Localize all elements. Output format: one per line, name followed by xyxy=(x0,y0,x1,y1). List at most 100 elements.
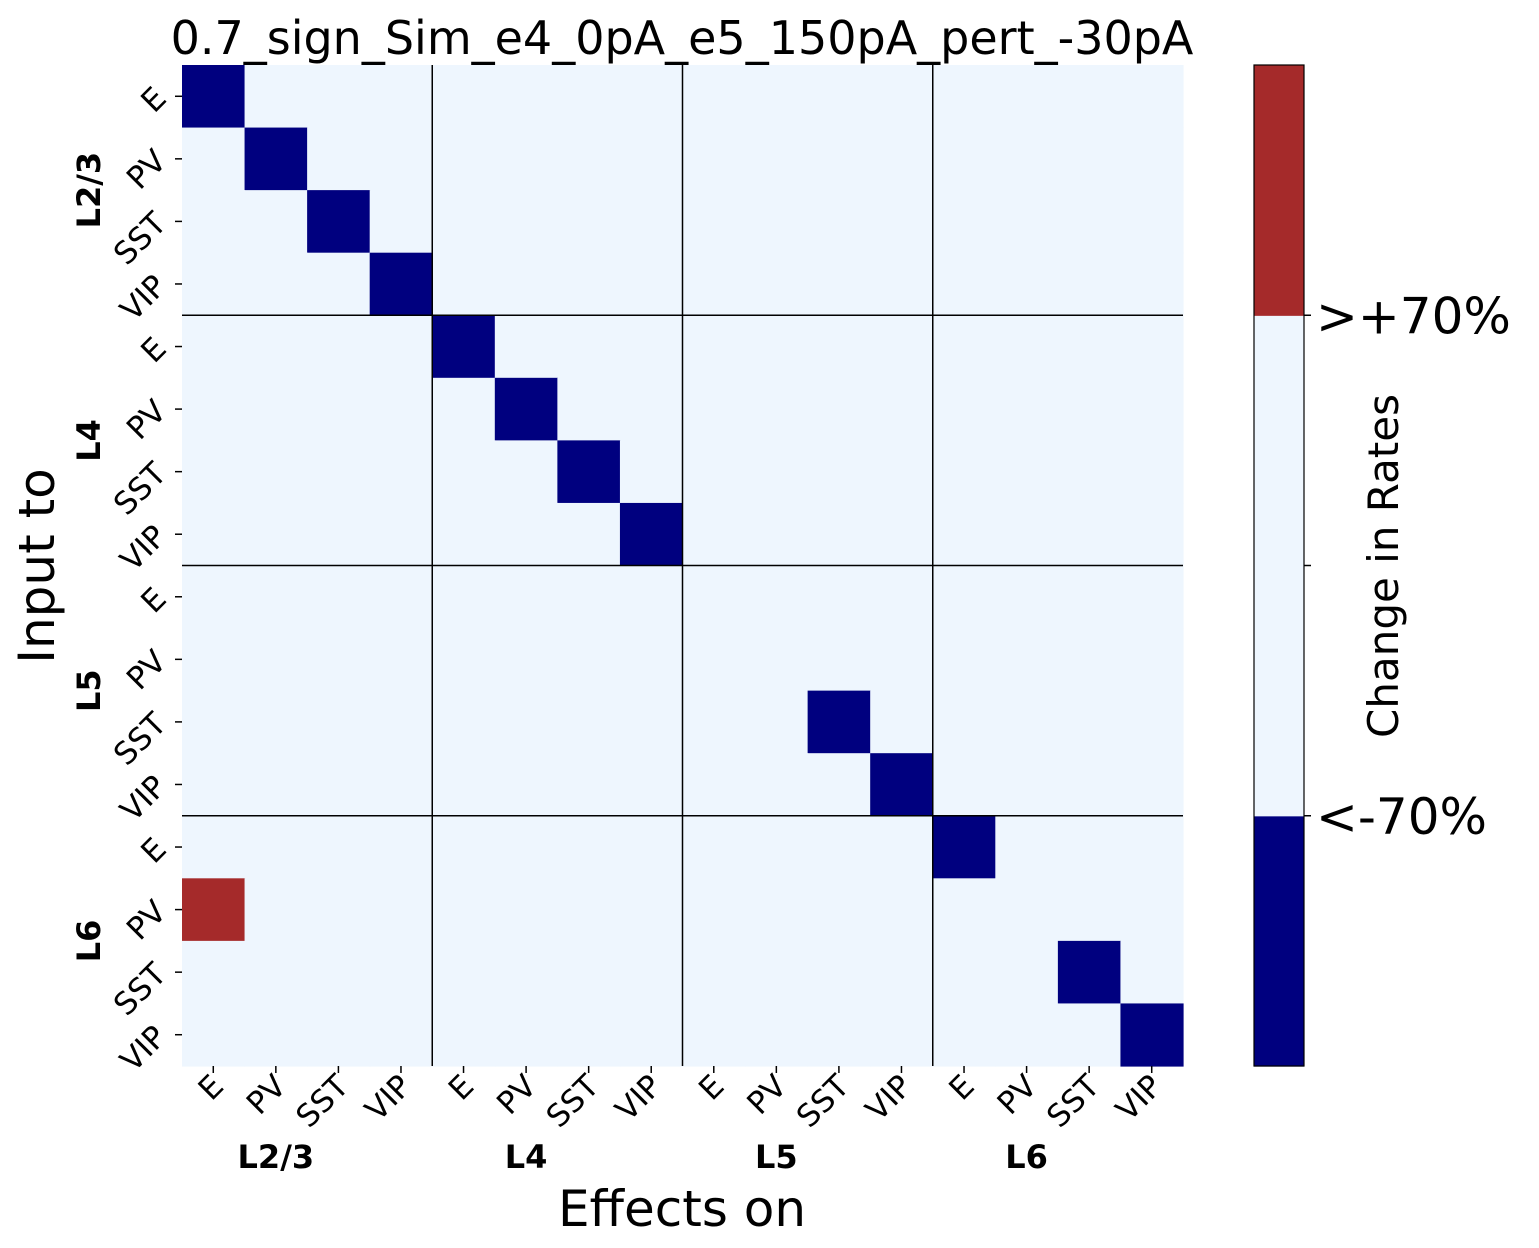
heatmap-cell xyxy=(432,502,496,567)
heatmap-cell xyxy=(807,65,871,129)
heatmap-cell xyxy=(557,1003,621,1067)
heatmap-cell xyxy=(745,377,809,441)
heatmap-cell xyxy=(682,315,746,379)
heatmap-cell xyxy=(1120,440,1184,504)
heatmap-cell xyxy=(557,628,621,692)
x-tick-label: PV xyxy=(490,1068,544,1122)
heatmap-cell xyxy=(432,440,496,504)
heatmap-cell xyxy=(995,440,1059,504)
y-group-label: L4 xyxy=(70,419,108,462)
x-group-label: L2/3 xyxy=(238,1138,315,1176)
heatmap-cell xyxy=(682,1003,746,1067)
colorbar-tick-label: >+70% xyxy=(1316,287,1511,345)
heatmap-cell xyxy=(557,940,621,1005)
colorbar-segment xyxy=(1254,65,1304,316)
heatmap-cell xyxy=(494,252,558,316)
heatmap-cell xyxy=(182,1003,246,1067)
heatmap-cell xyxy=(682,127,746,191)
heatmap-cell xyxy=(619,127,684,191)
y-group-label: L2/3 xyxy=(70,152,108,229)
heatmap-cell xyxy=(1057,377,1122,441)
heatmap-cell xyxy=(244,65,308,129)
heatmap-cell xyxy=(369,690,433,754)
heatmap-cell xyxy=(1120,690,1184,754)
heatmap-cell xyxy=(682,190,746,254)
heatmap-cell xyxy=(1057,190,1122,254)
y-tick-label: VIP xyxy=(114,1019,174,1079)
y-tick-label: PV xyxy=(120,894,174,948)
heatmap-cell xyxy=(619,502,684,567)
heatmap-cell xyxy=(369,753,433,817)
heatmap-cell xyxy=(244,940,308,1005)
chart-title: 0.7_sign_Sim_e4_0pA_e5_150pA_pert_-30pA xyxy=(171,11,1194,65)
heatmap-cell xyxy=(807,753,871,817)
x-group-label: L6 xyxy=(1005,1138,1048,1176)
heatmap-cell xyxy=(182,190,246,254)
heatmap-cell xyxy=(807,252,871,316)
y-tick-label: SST xyxy=(107,205,174,272)
heatmap-cell xyxy=(557,315,621,379)
x-tick-label: PV xyxy=(740,1068,794,1122)
heatmap-cell xyxy=(807,690,871,754)
heatmap-cell xyxy=(1120,377,1184,441)
heatmap-cell xyxy=(432,628,496,692)
heatmap-cell xyxy=(1120,502,1184,567)
heatmap-cell xyxy=(932,440,996,504)
colorbar-tick-label: <-70% xyxy=(1316,788,1487,846)
y-tick-label: E xyxy=(134,80,173,119)
heatmap-cell xyxy=(745,753,809,817)
heatmap-cell xyxy=(619,252,684,316)
heatmap-cell xyxy=(307,628,371,692)
heatmap-cell xyxy=(995,315,1059,379)
heatmap-cell xyxy=(244,440,308,504)
heatmap-cell xyxy=(932,815,996,879)
heatmap-cell xyxy=(682,753,746,817)
group-separators xyxy=(182,65,1183,1066)
heatmap-cell xyxy=(870,690,934,754)
heatmap-cell xyxy=(807,815,871,879)
y-tick-label: PV xyxy=(120,644,174,698)
heatmap-cell xyxy=(307,878,371,942)
heatmap-cell xyxy=(307,65,371,129)
heatmap-cell xyxy=(807,127,871,191)
heatmap-cell xyxy=(307,815,371,879)
heatmap-cell xyxy=(870,628,934,692)
heatmap-cell xyxy=(369,315,433,379)
heatmap-cell xyxy=(1120,65,1184,129)
heatmap-cell xyxy=(682,690,746,754)
heatmap-cell xyxy=(995,565,1059,629)
heatmap-cell xyxy=(494,127,558,191)
heatmap-cell xyxy=(244,315,308,379)
heatmap-cell xyxy=(619,190,684,254)
heatmap-cell xyxy=(932,878,996,942)
heatmap-cell xyxy=(1057,628,1122,692)
heatmap-cell xyxy=(995,753,1059,817)
heatmap-cell xyxy=(182,377,246,441)
y-tick-label: SST xyxy=(107,705,174,772)
colorbar-segment xyxy=(1254,315,1304,567)
heatmap-cell xyxy=(807,1003,871,1067)
heatmap-cell xyxy=(745,690,809,754)
heatmap-cell xyxy=(745,440,809,504)
heatmap-cell xyxy=(494,690,558,754)
heatmap-cell xyxy=(1120,940,1184,1005)
heatmap-cell xyxy=(1120,127,1184,191)
heatmap-cell xyxy=(932,628,996,692)
heatmap-cell xyxy=(932,252,996,316)
heatmap-cell xyxy=(307,753,371,817)
heatmap-cell xyxy=(932,190,996,254)
heatmap-cell xyxy=(557,252,621,316)
heatmap-cell xyxy=(432,815,496,879)
heatmap-cell xyxy=(1057,315,1122,379)
heatmap-cell xyxy=(995,252,1059,316)
heatmap-cell xyxy=(1120,1003,1184,1067)
heatmap-cell xyxy=(619,690,684,754)
heatmap-cell xyxy=(432,565,496,629)
heatmap-cell xyxy=(995,690,1059,754)
heatmap-cell xyxy=(244,753,308,817)
heatmap-cell xyxy=(870,377,934,441)
heatmap-cell xyxy=(182,878,246,942)
heatmap-cell xyxy=(870,502,934,567)
